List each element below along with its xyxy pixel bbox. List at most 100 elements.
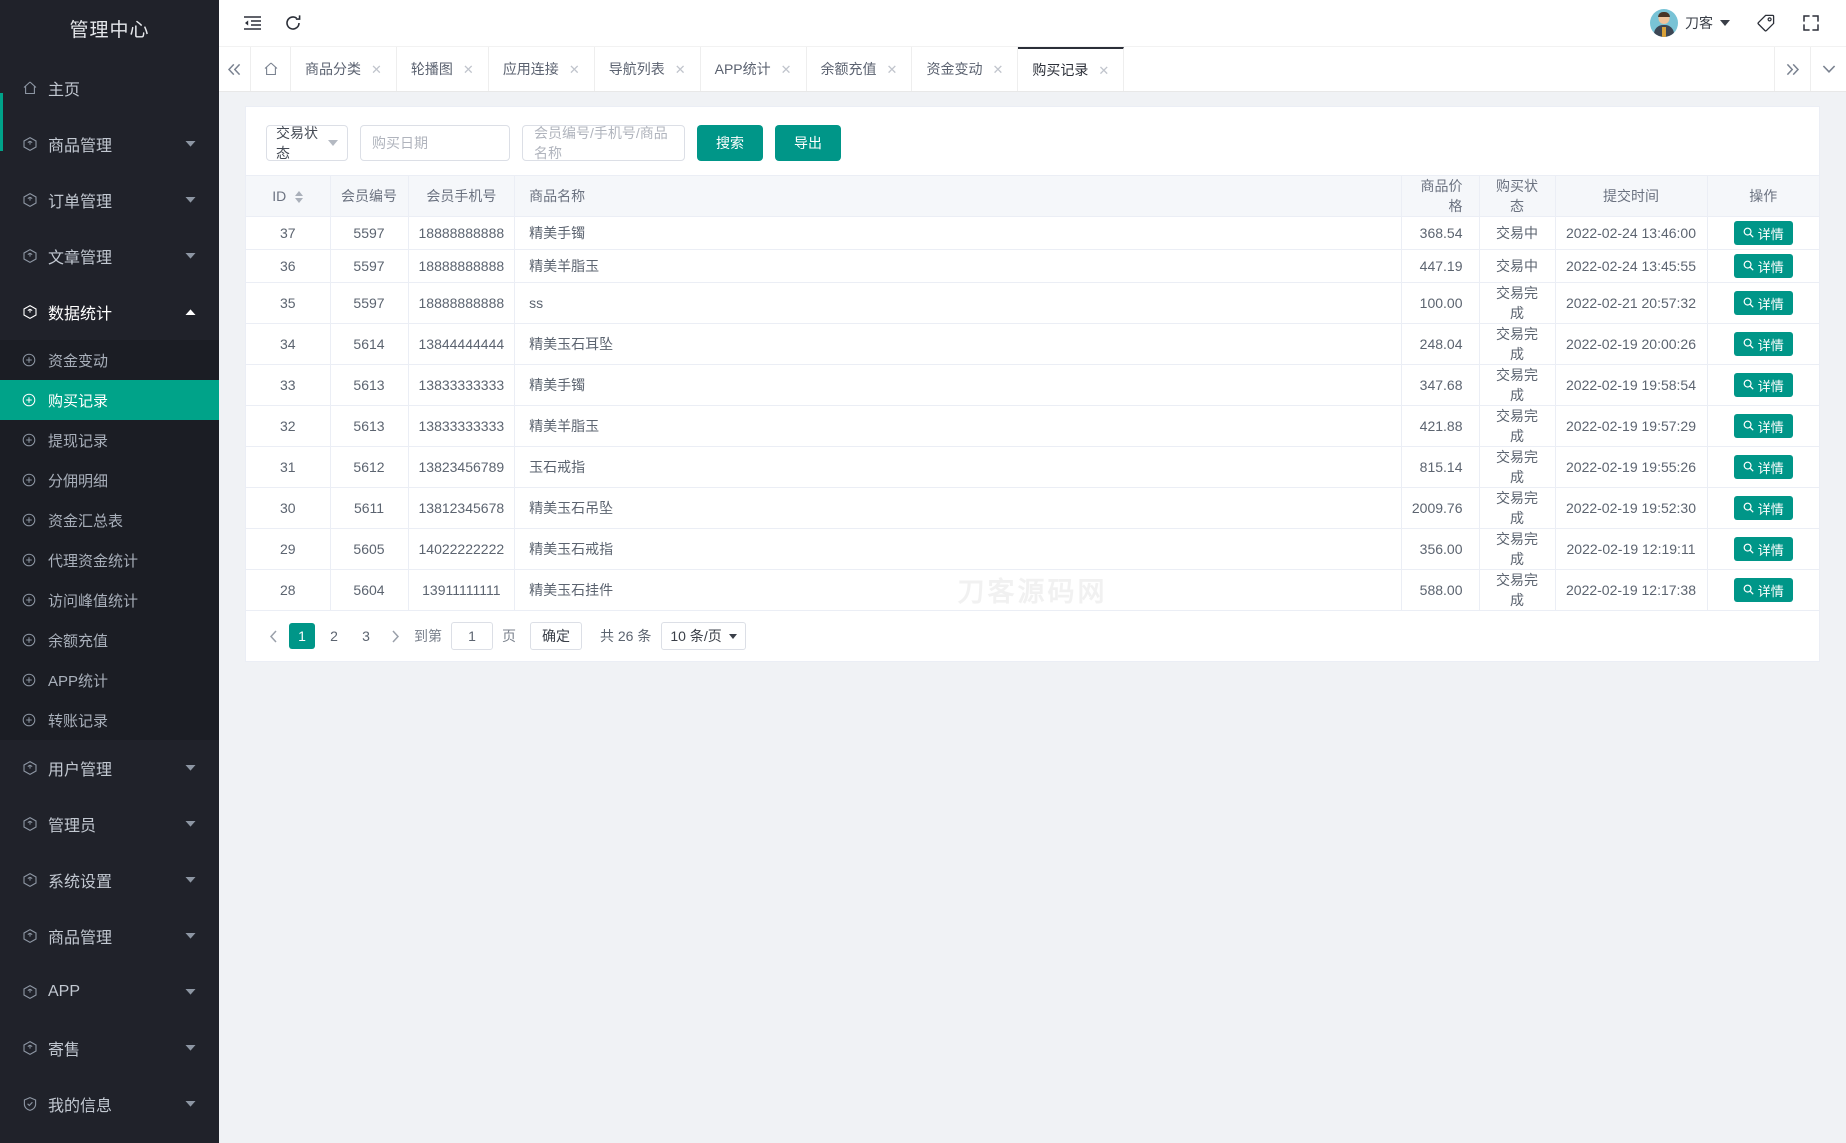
detail-button[interactable]: 详情 — [1733, 455, 1793, 479]
cell-time: 2022-02-24 13:46:00 — [1555, 216, 1708, 250]
purchase-date-input[interactable]: 购买日期 — [360, 125, 510, 161]
keyword-search-input[interactable]: 会员编号/手机号/商品名称 — [522, 125, 685, 161]
page-jump-input[interactable]: 1 — [451, 622, 493, 650]
purchase-records-card: 交易状态 购买日期 会员编号/手机号/商品名称 搜索 导出 — [245, 106, 1820, 662]
home-outline-icon[interactable] — [251, 47, 291, 91]
cell-product: 精美羊脂玉 — [514, 249, 1402, 283]
sidebar-subitem-visit-peak-statistics[interactable]: 访问峰值统计 — [0, 580, 219, 620]
detail-button-label: 详情 — [1757, 296, 1784, 312]
detail-button[interactable]: 详情 — [1733, 254, 1793, 278]
sort-icon[interactable] — [295, 191, 304, 204]
tab-item[interactable]: 应用连接 ✕ — [489, 47, 595, 91]
prev-page-button[interactable] — [260, 623, 286, 649]
sidebar-subitem-fund-changes[interactable]: 资金变动 — [0, 340, 219, 380]
confirm-jump-button[interactable]: 确定 — [530, 622, 582, 650]
detail-button[interactable]: 详情 — [1733, 221, 1793, 245]
detail-button[interactable]: 详情 — [1733, 537, 1793, 561]
table-row: 36 5597 18888888888 精美羊脂玉 447.19 交易中 202… — [246, 249, 1819, 283]
cell-price: 100.00 — [1401, 282, 1480, 324]
column-header-id[interactable]: ID — [246, 175, 331, 217]
sidebar-subitem-app-statistics[interactable]: APP统计 — [0, 660, 219, 700]
sidebar-item-home[interactable]: 主页 — [0, 60, 219, 116]
sidebar-subitem-purchase-records[interactable]: 购买记录 — [0, 380, 219, 420]
sidebar-item-my-info[interactable]: 我的信息 — [0, 1076, 219, 1132]
sidebar-subitem-label: 资金变动 — [48, 352, 109, 370]
cell-action: 详情 — [1707, 216, 1819, 250]
cell-id: 32 — [246, 405, 331, 447]
chevron-down-icon — [183, 1044, 197, 1052]
sidebar-subitem-transfer-records[interactable]: 转账记录 — [0, 700, 219, 740]
close-icon[interactable]: ✕ — [462, 61, 474, 77]
cell-status: 交易完成 — [1479, 528, 1556, 570]
column-header-product: 商品名称 — [514, 175, 1402, 217]
cell-product: 精美羊脂玉 — [514, 405, 1402, 447]
fullscreen-icon[interactable] — [1802, 14, 1820, 32]
page-size-select[interactable]: 10 条/页 — [661, 622, 746, 650]
cell-time: 2022-02-19 19:58:54 — [1555, 364, 1708, 406]
chevron-down-icon[interactable] — [1810, 47, 1846, 91]
page-number-button[interactable]: 3 — [362, 628, 370, 644]
close-icon[interactable]: ✕ — [371, 61, 382, 77]
sidebar-item-label: 系统设置 — [48, 874, 113, 891]
menu-collapse-icon[interactable] — [243, 15, 262, 32]
sidebar-item-user-management[interactable]: 用户管理 — [0, 740, 219, 796]
tab-item[interactable]: 轮播图 ✕ — [397, 47, 489, 91]
cell-time: 2022-02-19 12:19:11 — [1555, 528, 1708, 570]
cell-time: 2022-02-19 19:57:29 — [1555, 405, 1708, 447]
export-button[interactable]: 导出 — [775, 125, 841, 161]
detail-button[interactable]: 详情 — [1733, 291, 1793, 315]
tab-item[interactable]: 商品分类 ✕ — [291, 47, 397, 91]
sidebar-subitem-withdrawal-records[interactable]: 提现记录 — [0, 420, 219, 460]
sidebar-item-system-settings[interactable]: 系统设置 — [0, 852, 219, 908]
sidebar-subitem-label: 提现记录 — [48, 432, 109, 450]
jump-prefix-label: 到第 — [414, 628, 442, 644]
sidebar-item-app[interactable]: APP — [0, 964, 219, 1020]
tab-item-active[interactable]: 购买记录 ✕ — [1018, 47, 1125, 91]
next-page-button[interactable] — [382, 623, 408, 649]
detail-button[interactable]: 详情 — [1733, 414, 1793, 438]
sidebar-item-product-management[interactable]: 商品管理 — [0, 116, 219, 172]
sidebar-item-consignment[interactable]: 寄售 — [0, 1020, 219, 1076]
cell-id: 33 — [246, 364, 331, 406]
tab-item[interactable]: 导航列表 ✕ — [595, 47, 701, 91]
search-button[interactable]: 搜索 — [697, 125, 763, 161]
tag-icon[interactable] — [1756, 13, 1776, 33]
double-chevron-left-icon[interactable] — [219, 47, 251, 91]
tab-item[interactable]: 余额充值 ✕ — [807, 47, 913, 91]
cell-phone: 18888888888 — [408, 282, 516, 324]
sidebar-subitem-label: 代理资金统计 — [48, 552, 139, 570]
detail-button[interactable]: 详情 — [1733, 496, 1793, 520]
sidebar-subitem-agent-fund-statistics[interactable]: 代理资金统计 — [0, 540, 219, 580]
sidebar-item-order-management[interactable]: 订单管理 — [0, 172, 219, 228]
detail-button[interactable]: 详情 — [1733, 578, 1793, 602]
chevron-down-icon — [183, 1100, 197, 1108]
page-number-button[interactable]: 1 — [289, 623, 315, 649]
close-icon[interactable]: ✕ — [568, 61, 580, 77]
sidebar-item-article-management[interactable]: 文章管理 — [0, 228, 219, 284]
tab-item[interactable]: 资金变动 ✕ — [912, 47, 1019, 91]
close-icon[interactable]: ✕ — [1098, 62, 1110, 78]
sidebar-subitem-balance-recharge[interactable]: 余额充值 — [0, 620, 219, 660]
transaction-status-select[interactable]: 交易状态 — [266, 125, 348, 161]
column-header-action: 操作 — [1707, 175, 1819, 217]
sidebar-item-product-management-2[interactable]: 商品管理 — [0, 908, 219, 964]
tab-item[interactable]: APP统计 ✕ — [701, 47, 807, 91]
close-icon[interactable]: ✕ — [992, 61, 1004, 77]
close-icon[interactable]: ✕ — [674, 61, 686, 77]
sidebar-subitem-fund-summary[interactable]: 资金汇总表 — [0, 500, 219, 540]
sidebar-item-data-statistics[interactable]: 数据统计 — [0, 284, 219, 340]
user-menu[interactable]: 刀客 — [1650, 9, 1730, 37]
transaction-status-label: 交易状态 — [276, 125, 318, 161]
detail-button[interactable]: 详情 — [1733, 373, 1793, 397]
sidebar-item-administrator[interactable]: 管理员 — [0, 796, 219, 852]
detail-button[interactable]: 详情 — [1733, 332, 1793, 356]
page-number-button[interactable]: 2 — [330, 628, 338, 644]
cell-phone: 18888888888 — [408, 216, 516, 250]
close-icon[interactable]: ✕ — [780, 61, 792, 77]
double-chevron-right-icon[interactable] — [1774, 47, 1810, 91]
sidebar-subitem-commission-details[interactable]: 分佣明细 — [0, 460, 219, 500]
sidebar-submenu-data-statistics: 资金变动 购买记录 提现记录 — [0, 340, 219, 740]
close-icon[interactable]: ✕ — [886, 61, 898, 77]
refresh-icon[interactable] — [284, 14, 302, 32]
tab-label: 资金变动 — [926, 61, 983, 77]
